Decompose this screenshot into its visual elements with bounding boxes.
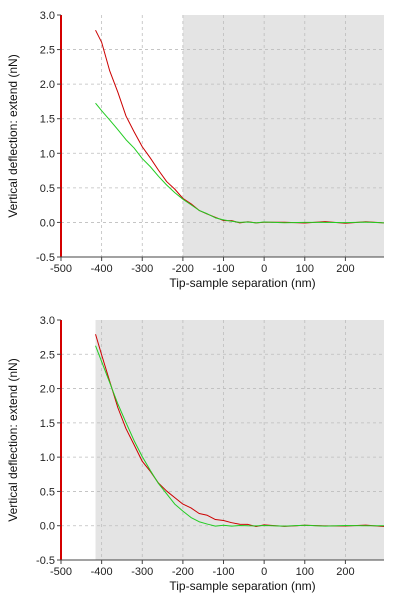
y-tick-label: 3.0 [40,315,55,327]
y-tick-label: 0.5 [40,183,55,195]
x-tick-label: -300 [131,263,153,275]
x-axis-title: Tip-sample separation (nm) [169,579,315,593]
chart-bottom: -0.5 0.0 0.5 1.0 1.5 2.0 2.5 3.0 -500 -400 -300 -20… [6,315,385,593]
y-tick-label: 2.5 [40,349,55,361]
x-tick-label: -100 [213,566,235,578]
x-tick-label: -400 [91,566,113,578]
x-tick-label: -100 [213,263,235,275]
y-tick-label: 2.0 [40,384,55,396]
y-tick-label: 0.0 [40,521,55,533]
chart-top: -0.5 0.0 0.5 1.0 1.5 2.0 2.5 3.0 -500 -400 -300 -20… [6,10,385,290]
y-tick-label: 1.0 [40,148,55,160]
x-tick-label: 0 [261,263,267,275]
y-tick-label: -0.5 [36,555,55,567]
x-tick-label: 100 [296,566,314,578]
x-tick-label: -500 [50,263,72,275]
y-axis-title: Vertical deflection: extend (nN) [6,54,20,217]
y-tick-label: 2.0 [40,79,55,91]
series-line-1 [95,102,385,224]
x-tick-label: 200 [336,263,354,275]
y-tick-label: 1.5 [40,418,55,430]
shaded-region [182,15,384,257]
y-tick-label: -0.5 [36,252,55,264]
x-tick-label: 200 [336,566,354,578]
y-tick-label: 0.0 [40,217,55,229]
x-tick-label: 0 [261,566,267,578]
y-tick-label: 3.0 [40,10,55,22]
x-tick-label: -200 [172,263,194,275]
y-tick-label: 0.5 [40,486,55,498]
y-tick-label: 1.0 [40,452,55,464]
x-tick-label: -200 [172,566,194,578]
series-line-1 [95,345,385,527]
shaded-region [95,320,384,560]
x-tick-label: -300 [131,566,153,578]
y-axis-title: Vertical deflection: extend (nN) [6,358,20,521]
x-tick-label: 100 [296,263,314,275]
x-axis-title: Tip-sample separation (nm) [169,276,315,290]
x-tick-label: -500 [50,566,72,578]
x-tick-label: -400 [91,263,113,275]
y-tick-label: 2.5 [40,45,55,57]
y-tick-label: 1.5 [40,114,55,126]
